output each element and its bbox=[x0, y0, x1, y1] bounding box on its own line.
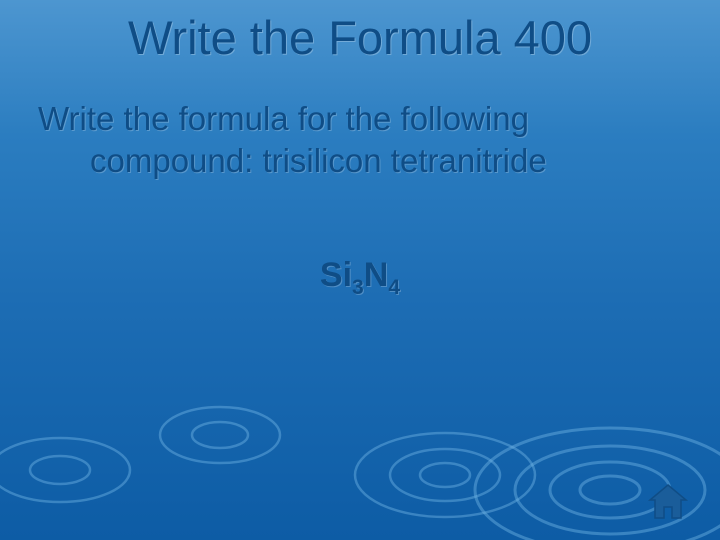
question-text: Write the formula for the following comp… bbox=[38, 98, 692, 182]
slide-title: Write the Formula 400 bbox=[0, 10, 720, 65]
question-line-1: Write the formula for the following bbox=[38, 100, 529, 137]
slide: Write the Formula 400 Write the formula … bbox=[0, 0, 720, 540]
home-button[interactable] bbox=[646, 482, 690, 522]
question-line-2: compound: trisilicon tetranitride bbox=[38, 140, 692, 182]
answer-formula: Si3N4 bbox=[0, 256, 720, 300]
home-icon bbox=[646, 482, 690, 522]
